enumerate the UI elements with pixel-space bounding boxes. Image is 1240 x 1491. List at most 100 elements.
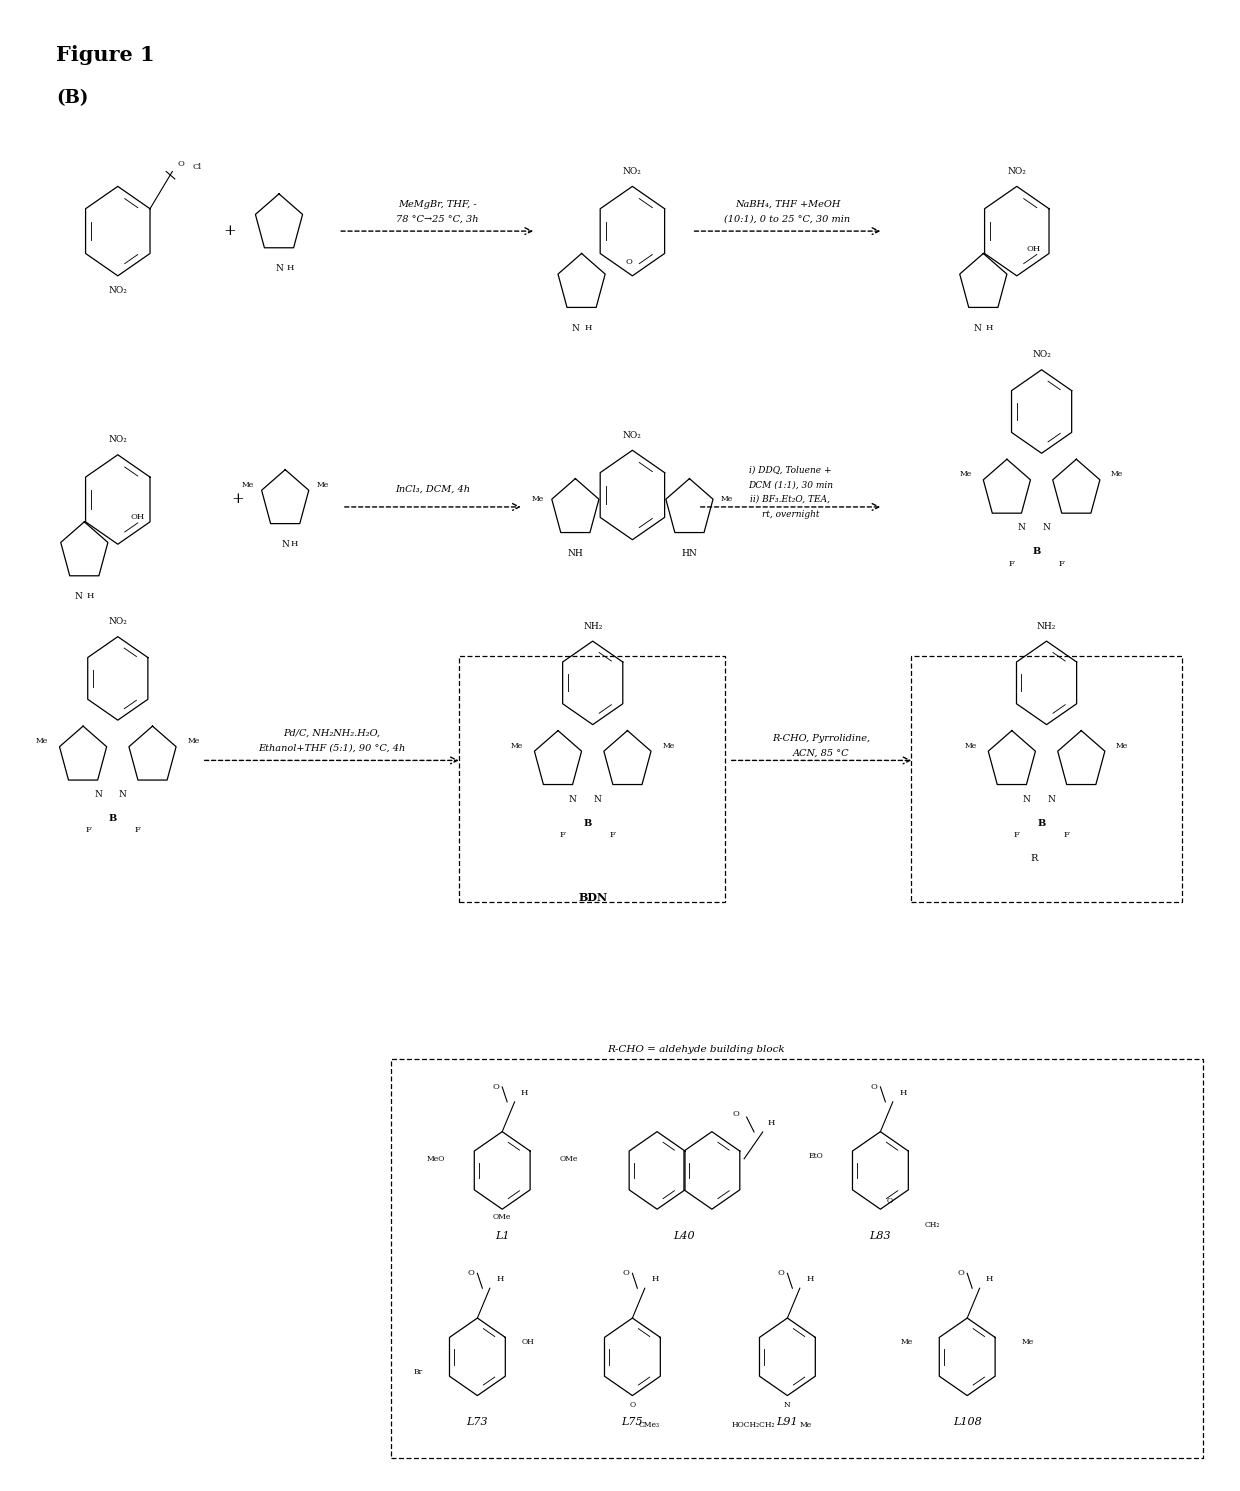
- Text: OH: OH: [1027, 245, 1040, 253]
- Text: R-CHO, Pyrrolidine,: R-CHO, Pyrrolidine,: [773, 734, 870, 743]
- Text: B: B: [1038, 819, 1045, 828]
- Text: F: F: [1009, 559, 1014, 568]
- Text: L83: L83: [869, 1232, 892, 1241]
- Text: Me: Me: [36, 737, 48, 746]
- Text: O: O: [777, 1269, 785, 1278]
- Text: O: O: [467, 1269, 475, 1278]
- Text: H: H: [651, 1275, 658, 1284]
- Text: H: H: [986, 1275, 993, 1284]
- Text: O: O: [887, 1197, 893, 1205]
- Text: Me: Me: [900, 1337, 913, 1346]
- Text: Cl: Cl: [192, 163, 201, 171]
- Text: O: O: [630, 1400, 635, 1409]
- Text: +: +: [223, 224, 236, 239]
- Text: NO₂: NO₂: [622, 167, 642, 176]
- Text: O: O: [626, 258, 632, 267]
- Text: F: F: [1059, 559, 1064, 568]
- Text: Me: Me: [960, 470, 972, 479]
- Text: N: N: [973, 324, 981, 332]
- Text: B: B: [109, 814, 117, 823]
- Text: NH₂: NH₂: [1037, 622, 1056, 631]
- Text: HN: HN: [682, 549, 697, 558]
- Text: F: F: [610, 830, 615, 839]
- Text: O: O: [732, 1111, 739, 1118]
- Text: H: H: [986, 324, 993, 332]
- Text: 78 °C→25 °C, 3h: 78 °C→25 °C, 3h: [396, 215, 479, 224]
- Text: L108: L108: [952, 1418, 982, 1427]
- Text: R-CHO = aldehyde building block: R-CHO = aldehyde building block: [608, 1045, 785, 1054]
- Text: Me: Me: [242, 480, 254, 489]
- Text: O: O: [492, 1082, 500, 1091]
- Text: Me: Me: [1116, 741, 1128, 750]
- Text: DCM (1:1), 30 min: DCM (1:1), 30 min: [748, 480, 833, 489]
- Text: H: H: [768, 1120, 775, 1127]
- Text: N: N: [1023, 795, 1030, 804]
- Text: O: O: [622, 1269, 630, 1278]
- Text: HOCH₂CH₂: HOCH₂CH₂: [732, 1421, 775, 1430]
- Text: H: H: [286, 264, 294, 273]
- Text: H: H: [806, 1275, 813, 1284]
- Text: N: N: [74, 592, 82, 601]
- Text: L91: L91: [776, 1418, 799, 1427]
- Text: L73: L73: [466, 1418, 489, 1427]
- Text: NO₂: NO₂: [108, 435, 128, 444]
- Text: ii) BF₃.Et₂O, TEA,: ii) BF₃.Et₂O, TEA,: [750, 495, 831, 504]
- Text: Br: Br: [414, 1367, 423, 1376]
- Text: OMe: OMe: [494, 1212, 511, 1221]
- Text: Ethanol+THF (5:1), 90 °C, 4h: Ethanol+THF (5:1), 90 °C, 4h: [258, 744, 405, 753]
- Text: Me: Me: [965, 741, 977, 750]
- Text: L75: L75: [621, 1418, 644, 1427]
- Text: NO₂: NO₂: [1007, 167, 1027, 176]
- Text: O: O: [957, 1269, 965, 1278]
- Text: OMe: OMe: [559, 1154, 578, 1163]
- Text: F: F: [1064, 830, 1069, 839]
- Text: N: N: [784, 1400, 791, 1409]
- Text: H: H: [87, 592, 94, 601]
- Text: OH: OH: [130, 513, 144, 522]
- Text: H: H: [290, 540, 298, 549]
- Text: H: H: [496, 1275, 503, 1284]
- Text: NO₂: NO₂: [108, 286, 128, 295]
- Text: O: O: [870, 1082, 878, 1091]
- Text: InCl₃, DCM, 4h: InCl₃, DCM, 4h: [396, 485, 470, 494]
- Text: EtO: EtO: [808, 1151, 823, 1160]
- Text: N: N: [119, 790, 126, 799]
- Text: NH: NH: [568, 549, 583, 558]
- Text: ACN, 85 °C: ACN, 85 °C: [794, 748, 849, 757]
- Text: +: +: [232, 492, 244, 507]
- Bar: [911, 656, 1182, 902]
- Text: i) DDQ, Toluene +: i) DDQ, Toluene +: [749, 465, 832, 474]
- Text: CH₂: CH₂: [925, 1221, 940, 1229]
- Text: Me: Me: [1111, 470, 1123, 479]
- Text: BDN: BDN: [578, 892, 608, 904]
- Text: N: N: [281, 540, 289, 549]
- Text: (B): (B): [56, 89, 88, 107]
- Text: F: F: [560, 830, 565, 839]
- Text: Me: Me: [720, 495, 733, 504]
- Text: Me: Me: [532, 495, 544, 504]
- Text: H: H: [584, 324, 591, 332]
- Text: N: N: [94, 790, 102, 799]
- Text: NO₂: NO₂: [108, 617, 128, 626]
- Text: CMe₃: CMe₃: [639, 1421, 660, 1430]
- Text: Me: Me: [662, 741, 675, 750]
- Text: R: R: [1030, 854, 1038, 863]
- Text: MeO: MeO: [427, 1154, 445, 1163]
- Text: NaBH₄, THF +MeOH: NaBH₄, THF +MeOH: [735, 200, 839, 209]
- Text: MeMgBr, THF, -: MeMgBr, THF, -: [398, 200, 476, 209]
- Text: Me: Me: [316, 480, 329, 489]
- Text: rt, overnight: rt, overnight: [761, 510, 820, 519]
- Text: N: N: [569, 795, 577, 804]
- Text: O: O: [177, 160, 185, 168]
- Text: (10:1), 0 to 25 °C, 30 min: (10:1), 0 to 25 °C, 30 min: [724, 215, 851, 224]
- Text: Me: Me: [511, 741, 523, 750]
- Text: N: N: [572, 324, 579, 332]
- Text: NH₂: NH₂: [583, 622, 603, 631]
- Text: NO₂: NO₂: [1032, 350, 1052, 359]
- Text: B: B: [584, 819, 591, 828]
- Text: N: N: [1043, 523, 1050, 532]
- Text: L1: L1: [495, 1232, 510, 1241]
- Bar: [459, 656, 725, 902]
- Text: N: N: [275, 264, 283, 273]
- Text: H: H: [521, 1088, 528, 1097]
